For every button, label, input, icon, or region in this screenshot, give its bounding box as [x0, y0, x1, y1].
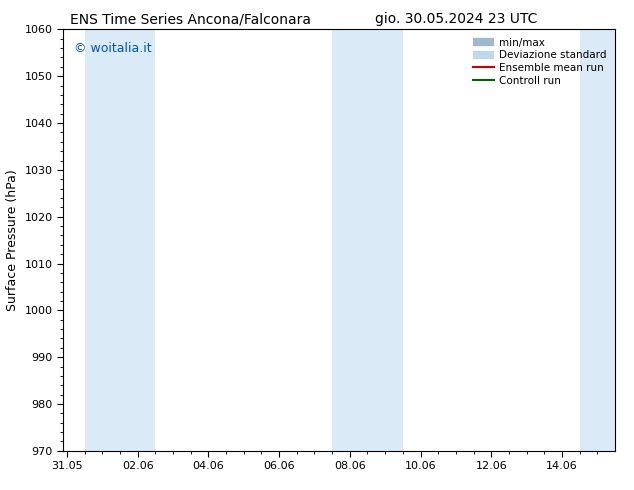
Legend: min/max, Deviazione standard, Ensemble mean run, Controll run: min/max, Deviazione standard, Ensemble m… — [470, 35, 610, 89]
Y-axis label: Surface Pressure (hPa): Surface Pressure (hPa) — [6, 169, 19, 311]
Bar — [579, 29, 615, 451]
Text: © woitalia.it: © woitalia.it — [74, 42, 152, 55]
Text: ENS Time Series Ancona/Falconara: ENS Time Series Ancona/Falconara — [70, 12, 311, 26]
Text: gio. 30.05.2024 23 UTC: gio. 30.05.2024 23 UTC — [375, 12, 538, 26]
Bar — [332, 29, 403, 451]
Bar — [84, 29, 155, 451]
